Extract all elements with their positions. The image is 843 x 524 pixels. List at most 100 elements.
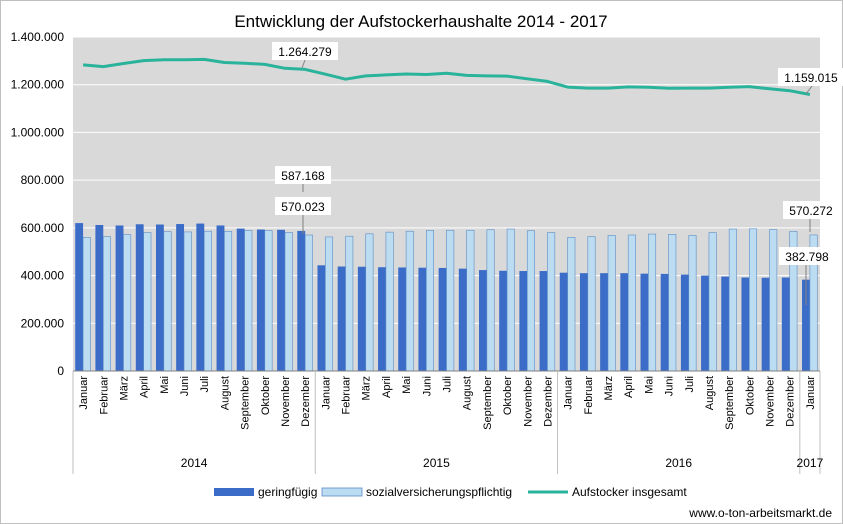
bar-svp [244,230,253,372]
bar-geringfuegig [721,276,730,371]
bar-geringfuegig [256,229,265,371]
bar-svp [385,231,394,372]
annotation-box [779,247,835,265]
annotation-label: 382.798 [785,250,829,264]
annotation-label: 1.159.015 [784,71,838,85]
bar-geringfuegig [741,277,750,371]
y-tick-label: 0 [57,364,64,378]
x-tick-label: August [462,376,474,410]
annotation-leader [301,59,306,69]
year-label: 2016 [665,456,692,470]
x-tick-label: Juli [199,376,211,393]
bar-svp [466,229,475,372]
bar-geringfuegig [357,266,366,371]
annotation-label: 587.168 [281,169,325,183]
x-tick-label: Dezember [785,376,797,427]
annotation-label: 570.023 [281,200,325,214]
chart-title: Entwicklung der Aufstockerhaushalte 2014… [234,12,607,31]
source-label: www.o-ton-arbeitsmarkt.de [688,506,832,520]
bars [75,223,818,372]
x-tick-label: Mai [643,376,655,394]
x-tick-label: Dezember [300,376,312,427]
y-tick-label: 1.200.000 [11,78,65,92]
annotations: 1.264.279 1.159.015 587.168 570.023 570.272 3… [272,42,843,305]
bar-geringfuegig [660,273,669,371]
annotation-box [783,201,839,219]
bar-geringfuegig [155,224,164,371]
bar-svp [426,230,434,372]
x-tick-label: September [240,376,252,430]
x-tick-label: Februar [98,376,110,415]
bar-geringfuegig [458,268,467,371]
x-tick-label: März [361,376,373,400]
bar-svp [203,230,212,372]
bar-svp [769,229,778,372]
x-tick-label: August [219,376,231,410]
y-tick-label: 1.000.000 [11,125,65,139]
x-tick-label: Juli [442,376,454,393]
bar-geringfuegig [398,267,407,371]
line-series [82,57,811,96]
bar-geringfuegig [277,229,285,371]
bar-geringfuegig [701,275,709,371]
bar-geringfuegig [519,271,528,371]
bar-geringfuegig [579,273,588,371]
x-tick-label: März [118,376,130,400]
x-tick-label: Januar [563,376,575,410]
x-tick-label: Oktober [260,376,272,415]
year-label: 2014 [181,456,208,470]
bar-svp [143,232,152,372]
x-tick-label: Februar [341,376,353,415]
y-axis: 0 200.000 400.000 600.000 800.000 1.000.000 1.… [11,30,65,378]
x-tick-label: Juni [421,376,433,396]
bar-geringfuegig [620,273,629,371]
x-tick-label: Januar [78,376,90,410]
bar-svp [648,233,657,372]
bar-svp [123,234,132,372]
bar-geringfuegig [196,223,205,371]
bar-geringfuegig [479,270,487,371]
year-label: 2015 [423,456,450,470]
legend-label-insgesamt: Aufstocker insgesamt [572,485,687,499]
legend: geringfügig sozialversicherungspflichtig… [214,485,687,499]
annotation-label: 570.272 [789,204,833,218]
bar-svp [284,232,293,372]
x-tick-label: Mai [159,376,171,394]
bar-geringfuegig [539,271,548,371]
bar-svp [526,230,535,372]
x-tick-label: April [139,376,151,398]
bar-svp [345,235,354,372]
bar-svp [224,231,233,372]
y-tick-label: 400.000 [21,269,65,283]
bar-geringfuegig [640,273,649,371]
x-tick-label: Januar [320,376,332,410]
bar-svp [365,233,374,372]
x-tick-label: Juni [664,376,676,396]
bar-svp [567,237,576,372]
bar-svp [82,237,91,372]
bar-geringfuegig [418,267,427,371]
bar-geringfuegig [297,230,306,371]
bar-svp [183,231,192,372]
bar-svp [325,236,334,372]
bar-svp [749,228,758,372]
x-tick-label: März [603,376,615,400]
x-tick-label: November [765,376,777,427]
bar-geringfuegig [317,265,326,371]
bar-geringfuegig [176,224,185,371]
annotation-leader [805,85,813,95]
bar-geringfuegig [802,279,810,371]
bar-svp [102,236,111,372]
year-label: 2017 [797,456,824,470]
bar-geringfuegig [236,228,245,371]
x-tick-label: Oktober [502,376,514,415]
bar-geringfuegig [75,223,84,371]
x-axis: Januar Februar März April Mai Juni Juli August S… [72,370,824,474]
annotation-label: 1.264.279 [278,45,332,59]
bar-svp [304,234,313,372]
line-aufstocker-insgesamt [82,57,811,96]
bar-svp [728,228,737,372]
annotation-box [778,68,843,86]
